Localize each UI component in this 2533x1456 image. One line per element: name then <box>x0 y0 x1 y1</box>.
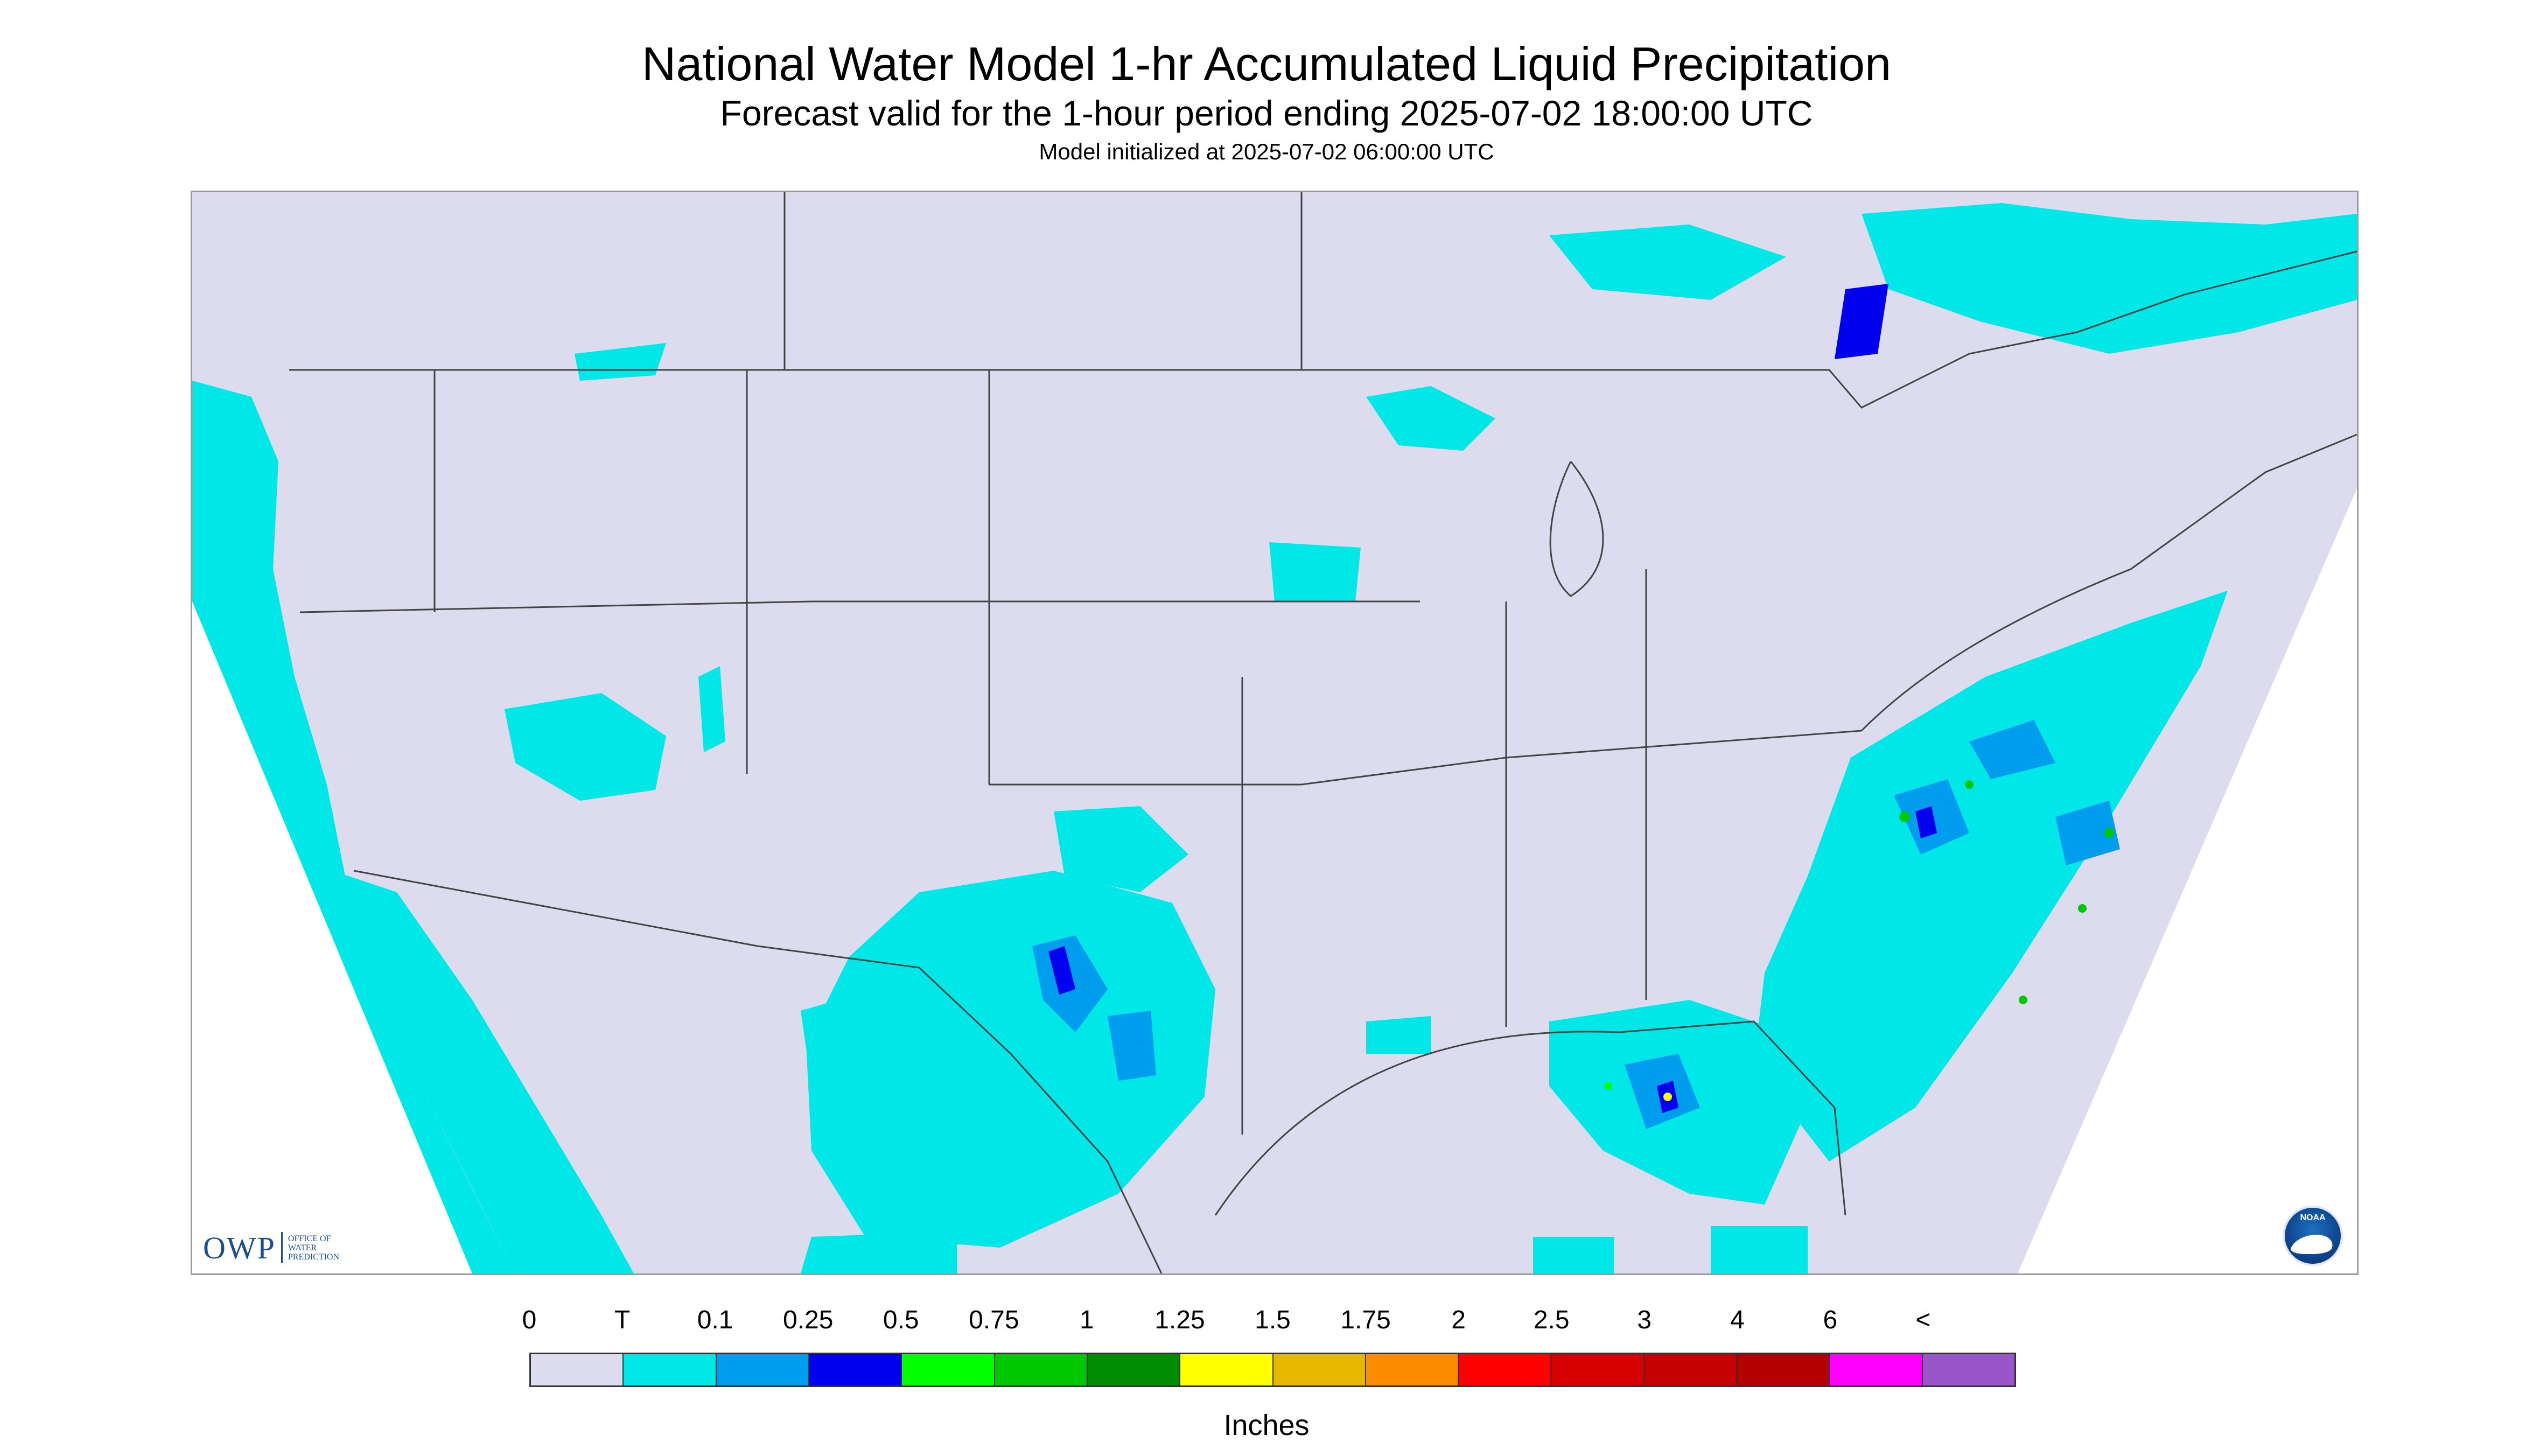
legend-label: T <box>614 1306 631 1334</box>
map-title: National Water Model 1-hr Accumulated Li… <box>641 37 1892 90</box>
legend-label: 0.1 <box>697 1306 733 1334</box>
legend-label: 4 <box>1730 1306 1745 1334</box>
legend-label: 1 <box>1080 1306 1094 1334</box>
legend-swatch <box>1366 1354 1459 1385</box>
legend-swatch <box>624 1354 717 1385</box>
legend-label: 0.25 <box>782 1306 834 1334</box>
light-precip-areas <box>1032 720 2120 1129</box>
owp-logo-text: OFFICE OF WATER PREDICTION <box>288 1234 358 1262</box>
legend-swatch <box>1737 1354 1830 1385</box>
noaa-logo: NOAA <box>2283 1206 2343 1266</box>
legend-label: 0.75 <box>969 1306 1019 1334</box>
legend-swatch <box>1644 1354 1738 1385</box>
owp-logo: OWP OFFICE OF WATER PREDICTION <box>203 1229 358 1266</box>
legend-colorbar <box>529 1353 2016 1387</box>
owp-logo-line: PREDICTION <box>288 1252 339 1262</box>
political-boundaries <box>289 192 2357 1273</box>
map-canvas <box>192 192 2357 1273</box>
owp-logo-mark: OWP <box>203 1230 276 1265</box>
legend-label: 6 <box>1823 1306 1838 1334</box>
legend-swatch <box>716 1354 809 1385</box>
legend-label: 0 <box>522 1306 537 1334</box>
legend-swatch <box>809 1354 902 1385</box>
legend-label: 2.5 <box>1533 1306 1570 1334</box>
legend-label: 0.5 <box>883 1306 919 1334</box>
legend-swatch <box>1273 1354 1366 1385</box>
legend-labels: 0 T 0.1 0.25 0.5 0.75 1 1.25 1.5 1.75 2 2.5 3 4 6 < <box>522 1305 2016 1338</box>
trace-precip-areas <box>192 203 2357 1273</box>
owp-logo-line: WATER <box>288 1243 317 1252</box>
legend-swatch <box>531 1354 624 1385</box>
owp-logo-line: OFFICE OF <box>288 1234 331 1243</box>
legend-label: 1.75 <box>1340 1306 1391 1334</box>
legend-swatch <box>902 1354 995 1385</box>
legend-label: 1.25 <box>1154 1306 1205 1334</box>
legend-label: 1.5 <box>1255 1306 1291 1334</box>
precipitation-map: OWP OFFICE OF WATER PREDICTION NOAA <box>191 191 2359 1275</box>
legend-swatch <box>1180 1354 1274 1385</box>
legend-label: 3 <box>1637 1306 1652 1334</box>
owp-logo-divider <box>281 1232 283 1263</box>
legend-swatch <box>1551 1354 1645 1385</box>
legend-label: 2 <box>1451 1306 1466 1334</box>
legend-swatch <box>1830 1354 1923 1385</box>
model-init-line: Model initialized at 2025-07-02 06:00:00… <box>1039 139 1494 164</box>
legend-swatch <box>1087 1354 1181 1385</box>
legend-swatch <box>995 1354 1088 1385</box>
legend-label: < <box>1915 1306 1931 1334</box>
heavy-precip-cells <box>1605 780 2114 1101</box>
map-subtitle: Forecast valid for the 1-hour period end… <box>720 93 1813 133</box>
legend-swatch <box>1459 1354 1552 1385</box>
noaa-logo-text: NOAA <box>2300 1213 2326 1222</box>
legend-swatch <box>1922 1354 2014 1385</box>
noaa-bird-icon <box>2289 1235 2337 1254</box>
legend-units: Inches <box>1223 1409 1310 1441</box>
